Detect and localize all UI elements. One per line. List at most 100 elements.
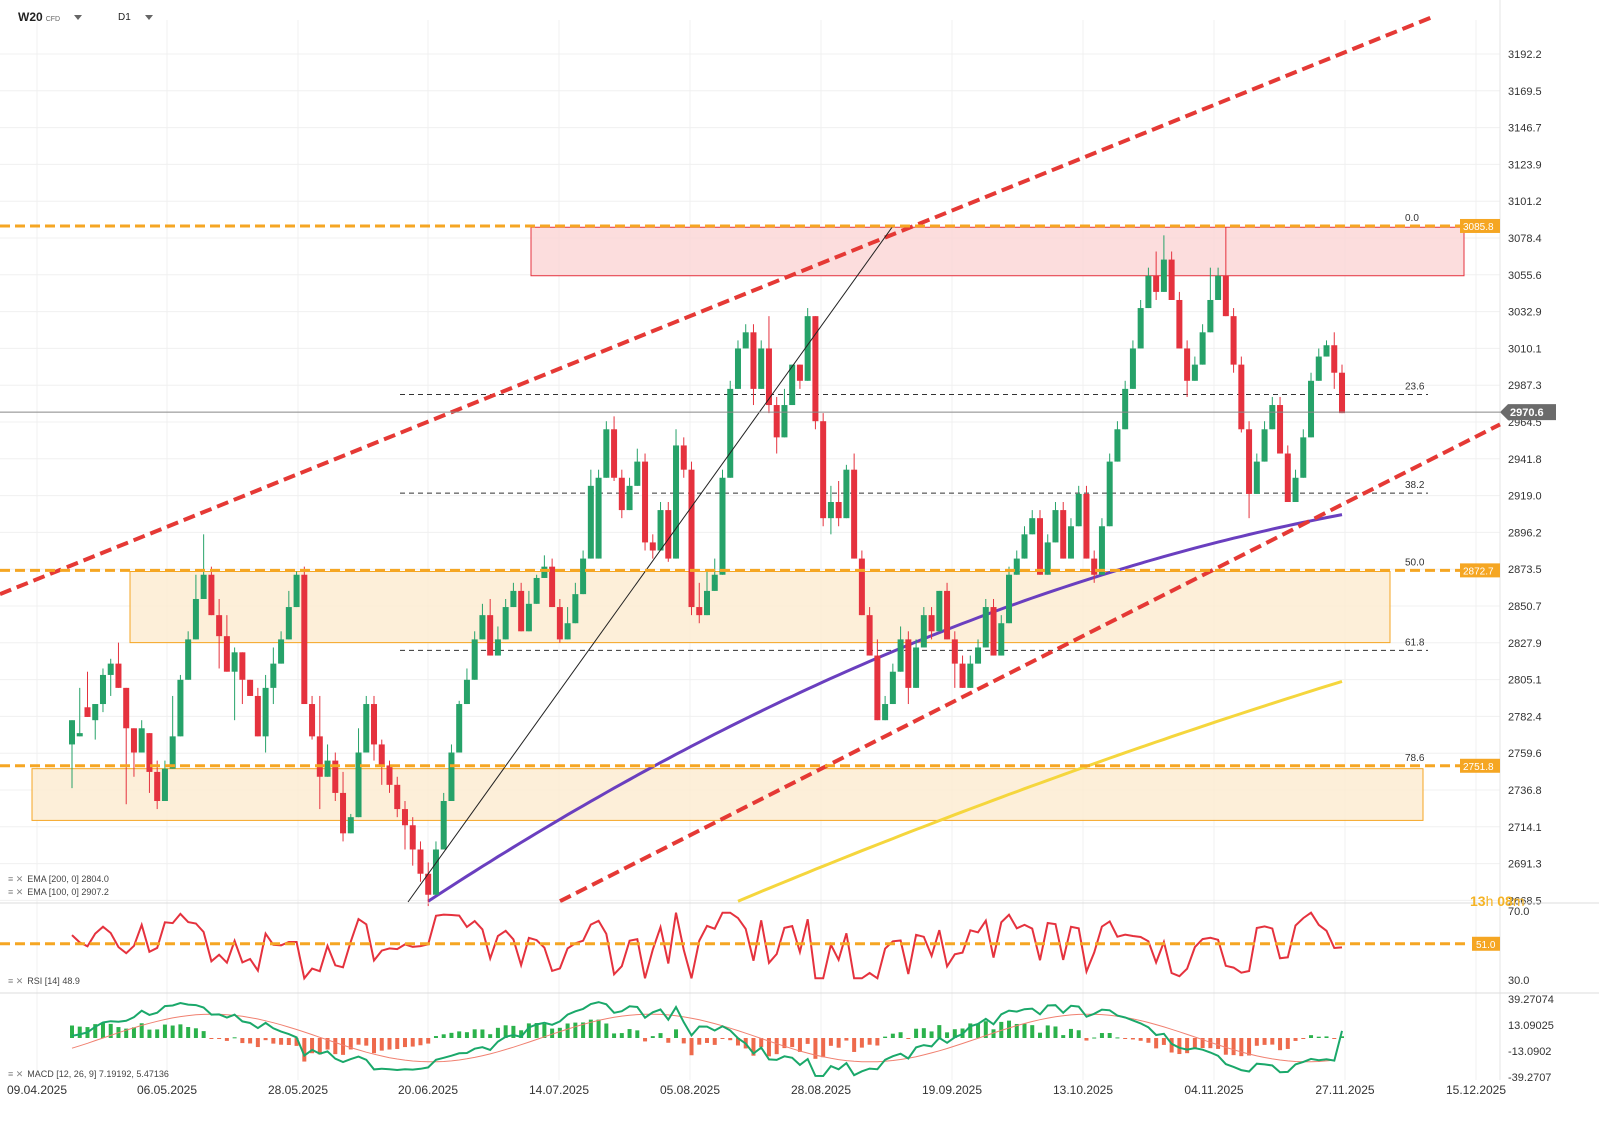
candle-body bbox=[1060, 510, 1067, 559]
ema-100-legend[interactable]: ≡ ✕ EMA [100, 0] 2907.2 bbox=[8, 887, 109, 898]
macd-histogram-bar bbox=[604, 1023, 609, 1038]
candle-body bbox=[1176, 299, 1183, 349]
rsi-label: RSI [14] 48.9 bbox=[27, 976, 80, 986]
macd-histogram-bar bbox=[751, 1038, 756, 1056]
macd-histogram-bar bbox=[1084, 1038, 1089, 1041]
macd-pane: 39.27074 13.09025 -13.0902 -39.2707 bbox=[0, 992, 1599, 1084]
candle-body bbox=[324, 760, 331, 777]
date-tick-label: 05.08.2025 bbox=[660, 1083, 720, 1097]
rsi-tick-label: 70.0 bbox=[1508, 906, 1529, 918]
macd-histogram-bar bbox=[782, 1038, 787, 1049]
candle-body bbox=[518, 590, 525, 632]
date-tick-label: 19.09.2025 bbox=[922, 1083, 982, 1097]
interval-selector[interactable]: D1 bbox=[118, 12, 153, 23]
zone-support-1 bbox=[129, 571, 1391, 644]
macd-histogram-bar bbox=[1254, 1038, 1259, 1046]
macd-histogram-bar bbox=[449, 1032, 454, 1038]
macd-histogram-bar bbox=[1007, 1020, 1012, 1038]
macd-histogram-bar bbox=[852, 1038, 857, 1052]
macd-histogram-bar bbox=[186, 1027, 191, 1038]
macd-histogram-bar bbox=[100, 1022, 105, 1038]
ema-lines bbox=[427, 513, 1343, 903]
macd-histogram-bar bbox=[720, 1038, 725, 1039]
candle-body bbox=[332, 760, 339, 793]
candle-body bbox=[696, 607, 703, 616]
candle-body bbox=[115, 663, 122, 688]
price-axis: 3192.2 3169.5 3146.7 3123.9 3101.2 3078.4 3055… bbox=[1500, 49, 1556, 907]
macd-histogram-bar bbox=[480, 1029, 485, 1038]
macd-histogram-bar bbox=[991, 1029, 996, 1038]
macd-histogram-bar bbox=[1192, 1038, 1197, 1050]
candle-body bbox=[177, 679, 184, 737]
price-tick-label: 2714.1 bbox=[1508, 822, 1542, 834]
candle-body bbox=[1315, 356, 1322, 381]
candle-body bbox=[866, 615, 873, 656]
candle-body bbox=[897, 639, 904, 672]
macd-histogram-bar bbox=[1239, 1038, 1244, 1057]
macd-histogram-bar bbox=[93, 1024, 98, 1038]
macd-histogram-bar bbox=[317, 1038, 322, 1055]
settings-icon[interactable]: ≡ ✕ bbox=[8, 1069, 24, 1079]
macd-histogram-bar bbox=[1092, 1037, 1097, 1039]
macd-histogram-bar bbox=[286, 1038, 291, 1046]
price-tick-label: 2896.2 bbox=[1508, 527, 1542, 539]
candle-body bbox=[572, 594, 579, 624]
date-tick-label: 28.05.2025 bbox=[268, 1083, 328, 1097]
macd-histogram-bar bbox=[1332, 1038, 1337, 1039]
ema-200-legend[interactable]: ≡ ✕ EMA [200, 0] 2804.0 bbox=[8, 874, 109, 885]
macd-histogram-bar bbox=[124, 1028, 129, 1039]
rsi-level-tag bbox=[1472, 936, 1500, 951]
candle-body bbox=[371, 704, 378, 745]
rsi-legend[interactable]: ≡ ✕ RSI [14] 48.9 bbox=[8, 976, 80, 987]
macd-histogram-bar bbox=[1293, 1038, 1298, 1041]
settings-icon[interactable]: ≡ ✕ bbox=[8, 976, 24, 986]
macd-label: MACD [12, 26, 9] 7.19192, 5.47136 bbox=[27, 1069, 169, 1079]
macd-histogram-bar bbox=[162, 1024, 167, 1038]
candle-body bbox=[494, 639, 501, 656]
macd-histogram-bar bbox=[906, 1038, 911, 1039]
macd-histogram-bar bbox=[1200, 1038, 1205, 1049]
macd-histogram-bar bbox=[805, 1038, 810, 1044]
macd-histogram-bar bbox=[1130, 1038, 1135, 1040]
candle-body bbox=[719, 477, 726, 575]
candle-body bbox=[1153, 275, 1160, 292]
macd-legend[interactable]: ≡ ✕ MACD [12, 26, 9] 7.19192, 5.47136 bbox=[8, 1069, 169, 1080]
fib-ratio-label: 61.8 bbox=[1405, 637, 1425, 648]
macd-histogram-bar bbox=[1014, 1023, 1019, 1038]
ema-100-label: EMA [100, 0] 2907.2 bbox=[27, 887, 109, 897]
candle-body bbox=[998, 623, 1005, 656]
candle-body bbox=[1300, 437, 1307, 478]
macd-histogram-bar bbox=[511, 1025, 516, 1039]
candle-body bbox=[130, 728, 137, 753]
macd-histogram-bar bbox=[372, 1038, 377, 1054]
candle-body bbox=[649, 542, 656, 551]
macd-histogram-bar bbox=[674, 1029, 679, 1038]
macd-tick-label: 39.27074 bbox=[1508, 994, 1554, 1006]
macd-histogram-bar bbox=[921, 1028, 926, 1038]
candle-body bbox=[634, 461, 641, 486]
macd-histogram-bar bbox=[395, 1038, 400, 1049]
macd-histogram-bar bbox=[766, 1038, 771, 1057]
settings-icon[interactable]: ≡ ✕ bbox=[8, 874, 24, 884]
candle-body bbox=[417, 849, 424, 874]
macd-line bbox=[71, 1001, 1343, 1078]
candle-body bbox=[773, 405, 780, 438]
candle-body bbox=[1122, 388, 1129, 430]
candle-body bbox=[936, 590, 943, 632]
macd-histogram-bar bbox=[1208, 1038, 1213, 1049]
fib-ratio-label: 23.6 bbox=[1405, 382, 1425, 393]
macd-histogram-bar bbox=[1177, 1038, 1182, 1055]
macd-histogram-bar bbox=[348, 1038, 353, 1050]
candle-body bbox=[1331, 345, 1338, 373]
candle-body bbox=[1129, 348, 1136, 389]
candle-body bbox=[355, 752, 362, 818]
level-tag bbox=[1460, 563, 1500, 578]
candle-body bbox=[564, 623, 571, 640]
settings-icon[interactable]: ≡ ✕ bbox=[8, 887, 24, 897]
macd-histogram-bar bbox=[464, 1032, 469, 1038]
candle-body bbox=[990, 607, 997, 656]
price-tick-label: 2873.5 bbox=[1508, 564, 1542, 576]
macd-histogram-bar bbox=[735, 1038, 740, 1046]
candle-body bbox=[138, 728, 145, 753]
